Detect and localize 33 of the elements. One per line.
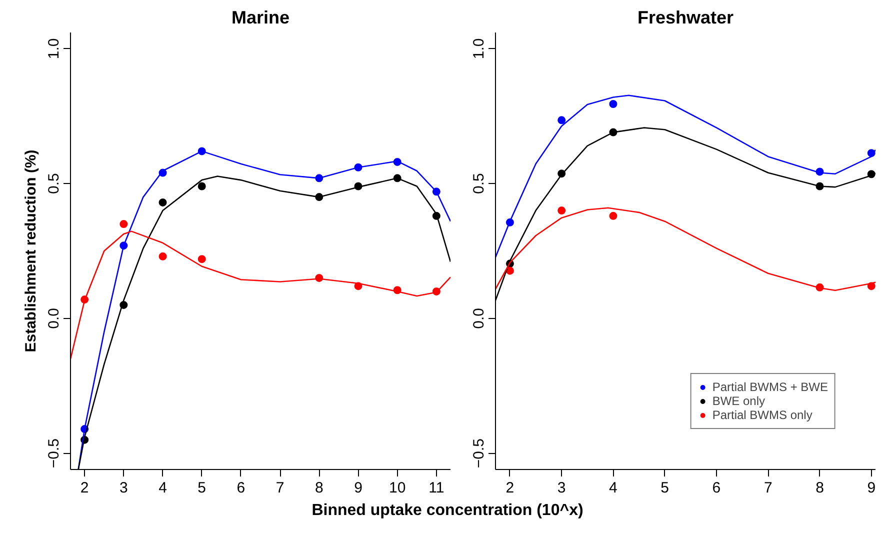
x-tick-label: 7 <box>276 480 284 496</box>
y-tick-label: 1.0 <box>470 38 488 60</box>
x-tick-label: 5 <box>198 480 206 496</box>
y-tick-label: 0.5 <box>470 173 488 194</box>
x-tick-label: 2 <box>506 480 514 496</box>
y-tick-label: 0.0 <box>46 308 62 329</box>
x-tick-label: 9 <box>867 480 876 496</box>
chart-title: Marine <box>231 8 290 28</box>
x-tick-label: 7 <box>764 480 772 496</box>
y-tick-label: 0.5 <box>46 173 62 194</box>
y-tick-label: 1.0 <box>46 38 62 60</box>
legend-label: Partial BWMS only <box>712 408 812 422</box>
y-axis-title: Establishment reduction (%) <box>22 150 40 352</box>
x-tick-label: 3 <box>120 480 128 496</box>
y-tick-label: −0.5 <box>46 438 62 468</box>
x-tick-label: 5 <box>660 480 670 496</box>
legend-label: BWE only <box>712 394 765 408</box>
y-tick-label: 0.0 <box>470 308 488 329</box>
x-tick-label: 8 <box>314 480 324 496</box>
x-tick-label: 4 <box>158 480 167 496</box>
x-tick-label: 6 <box>712 480 721 496</box>
legend-label: Partial BWMS + BWE <box>712 380 828 394</box>
x-tick-label: 2 <box>80 480 89 496</box>
chart-title: Freshwater <box>637 8 734 28</box>
x-tick-label: 10 <box>388 480 406 496</box>
y-tick-label: −0.5 <box>470 438 488 468</box>
x-axis-title: Binned uptake concentration (10^x) <box>312 501 584 521</box>
x-tick-label: 8 <box>816 480 824 496</box>
x-tick-label: 9 <box>354 480 362 496</box>
x-tick-label: 4 <box>609 480 618 496</box>
x-tick-label: 11 <box>428 480 444 496</box>
x-tick-label: 3 <box>557 480 566 496</box>
x-tick-label: 6 <box>236 480 246 496</box>
